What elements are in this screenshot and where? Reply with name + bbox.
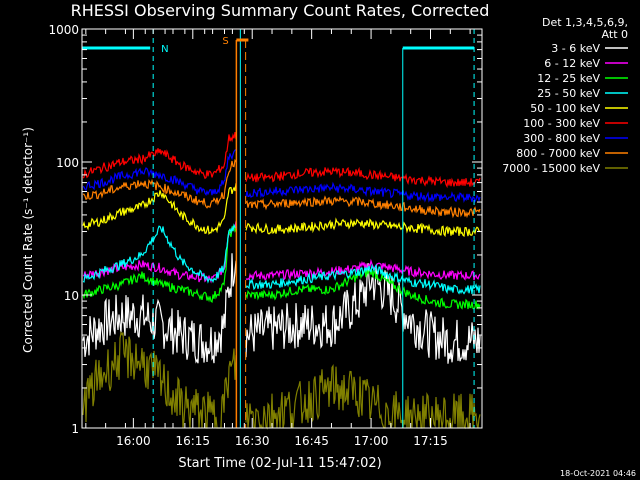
series-line-3-0 [82, 223, 237, 284]
legend: Det 1,3,4,5,6,9,Att 03 - 6 keV 6 - 12 keV… [502, 16, 628, 175]
legend-label-6: 300 - 800 keV [523, 132, 600, 145]
axes: 1 10 100 1000 16:00 16:15 16:30 16:45 17:00 17:15 [48, 23, 483, 448]
x-tick-label-16:15: 16:15 [175, 434, 210, 448]
legend-label-2: 12 - 25 keV [537, 72, 600, 85]
plot-area: NS [82, 29, 481, 430]
series-line-7-1 [245, 195, 481, 219]
x-tick-label-17:15: 17:15 [413, 434, 448, 448]
y-tick-label-10: 10 [64, 289, 79, 303]
y-tick-label-1: 1 [71, 422, 79, 436]
legend-label-5: 100 - 300 keV [523, 117, 600, 130]
legend-label-1: 6 - 12 keV [544, 57, 600, 70]
series-line-4-1 [245, 217, 481, 238]
night-label: N [161, 44, 168, 55]
chart-title: RHESSI Observing Summary Count Rates, Co… [71, 1, 490, 20]
series-line-8-1 [245, 363, 481, 430]
series-line-6-0 [82, 148, 237, 196]
x-tick-label-16:30: 16:30 [235, 434, 270, 448]
series-line-1-1 [245, 258, 481, 281]
x-axis-label: Start Time (02-Jul-11 15:47:02) [178, 456, 381, 471]
timestamp: 18-Oct-2021 04:46 [560, 469, 636, 478]
series-line-2-0 [82, 225, 237, 303]
legend-label-7: 800 - 7000 keV [516, 147, 600, 160]
series-line-7-0 [82, 158, 237, 209]
series-line-8-0 [82, 331, 237, 429]
legend-label-8: 7000 - 15000 keV [502, 162, 600, 175]
series-line-0-1 [245, 263, 481, 364]
y-axis-label: Corrected Count Rate (s⁻¹ detector⁻¹) [21, 127, 35, 353]
series-line-0-0 [82, 253, 237, 364]
x-tick-label-16:00: 16:00 [116, 434, 151, 448]
x-tick-label-16:45: 16:45 [294, 434, 329, 448]
y-tick-label-100: 100 [56, 156, 79, 170]
series-line-3-1 [245, 263, 481, 295]
x-tick-label-17:00: 17:00 [354, 434, 389, 448]
series-line-5-0 [82, 132, 237, 180]
legend-header-0: Det 1,3,4,5,6,9, [542, 16, 628, 29]
legend-label-3: 25 - 50 keV [537, 87, 600, 100]
series-line-4-0 [82, 183, 237, 235]
series-line-5-1 [245, 166, 481, 189]
legend-label-4: 50 - 100 keV [530, 102, 600, 115]
plot-frame [81, 28, 483, 429]
y-tick-label-1000: 1000 [48, 23, 79, 37]
legend-label-0: 3 - 6 keV [551, 42, 600, 55]
saa-label: S [222, 36, 228, 47]
legend-header-1: Att 0 [602, 28, 628, 41]
series-line-6-1 [245, 181, 481, 204]
